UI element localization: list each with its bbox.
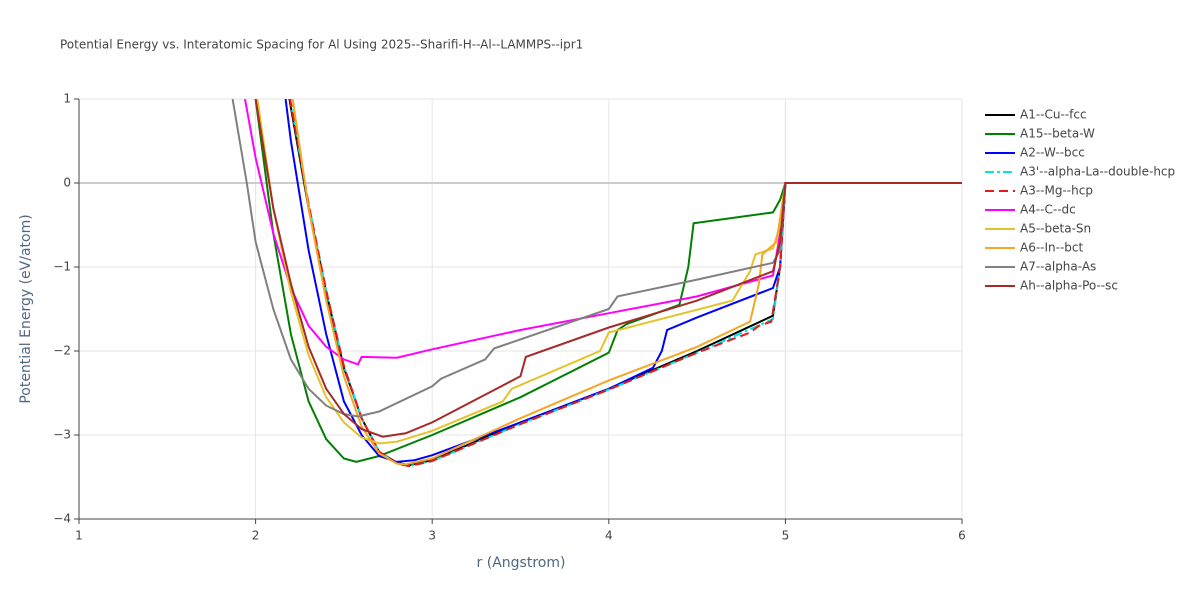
x-tick-label: 3: [428, 529, 436, 543]
legend-label: A4--C--dc: [1020, 203, 1076, 217]
y-tick-label: −1: [53, 260, 71, 274]
series-line: [254, 99, 962, 438]
y-tick-label: −2: [53, 344, 71, 358]
series-line: [291, 99, 962, 466]
legend-label: Ah--alpha-Po--sc: [1020, 279, 1118, 293]
plot-area: [231, 99, 962, 468]
legend-label: A6--In--bct: [1020, 241, 1084, 255]
x-tick-label: 4: [605, 529, 613, 543]
series-line: [231, 99, 962, 418]
y-tick-label: −4: [53, 512, 71, 526]
y-tick-label: −3: [53, 428, 71, 442]
series-line: [254, 99, 962, 463]
legend-label: A3--Mg--hcp: [1020, 184, 1093, 198]
legend-label: A3'--alpha-La--double-hcp: [1020, 165, 1175, 179]
legend-label: A5--beta-Sn: [1020, 222, 1091, 236]
x-tick-label: 6: [958, 529, 966, 543]
legend-label: A2--W--bcc: [1020, 146, 1085, 160]
series-line: [289, 99, 962, 468]
series-line: [244, 99, 962, 366]
y-axis-title: Potential Energy (eV/atom): [18, 214, 34, 403]
legend-label: A15--beta-W: [1020, 127, 1095, 141]
series-line: [256, 99, 962, 445]
chart-title: Potential Energy vs. Interatomic Spacing…: [60, 38, 583, 52]
x-tick-label: 2: [252, 529, 260, 543]
x-axis-title: r (Angstrom): [477, 555, 566, 571]
legend-label: A7--alpha-As: [1020, 260, 1096, 274]
legend-label: A1--Cu--fcc: [1020, 108, 1087, 122]
y-tick-label: 0: [63, 176, 71, 190]
series-line: [289, 99, 962, 468]
x-tick-label: 5: [782, 529, 790, 543]
x-tick-label: 1: [75, 529, 83, 543]
series-line: [288, 99, 962, 467]
y-tick-label: 1: [63, 92, 71, 106]
